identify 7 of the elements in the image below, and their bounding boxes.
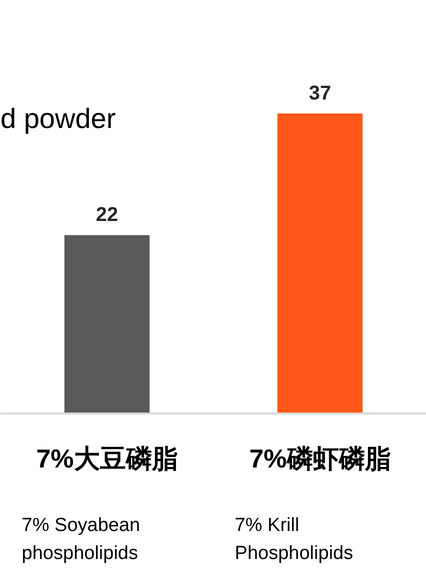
data-label: 37 (308, 82, 332, 104)
x-tick-label: 7%磷虾磷脂 (249, 444, 391, 474)
text: 7% Soyabean phospholipids (22, 515, 140, 564)
data-label: 22 (96, 204, 118, 226)
x-tick-label: 7%大豆磷脂 (36, 444, 178, 474)
text: 7% Krill Phospholipids (234, 515, 354, 564)
chart-title: d powder (0, 103, 116, 134)
